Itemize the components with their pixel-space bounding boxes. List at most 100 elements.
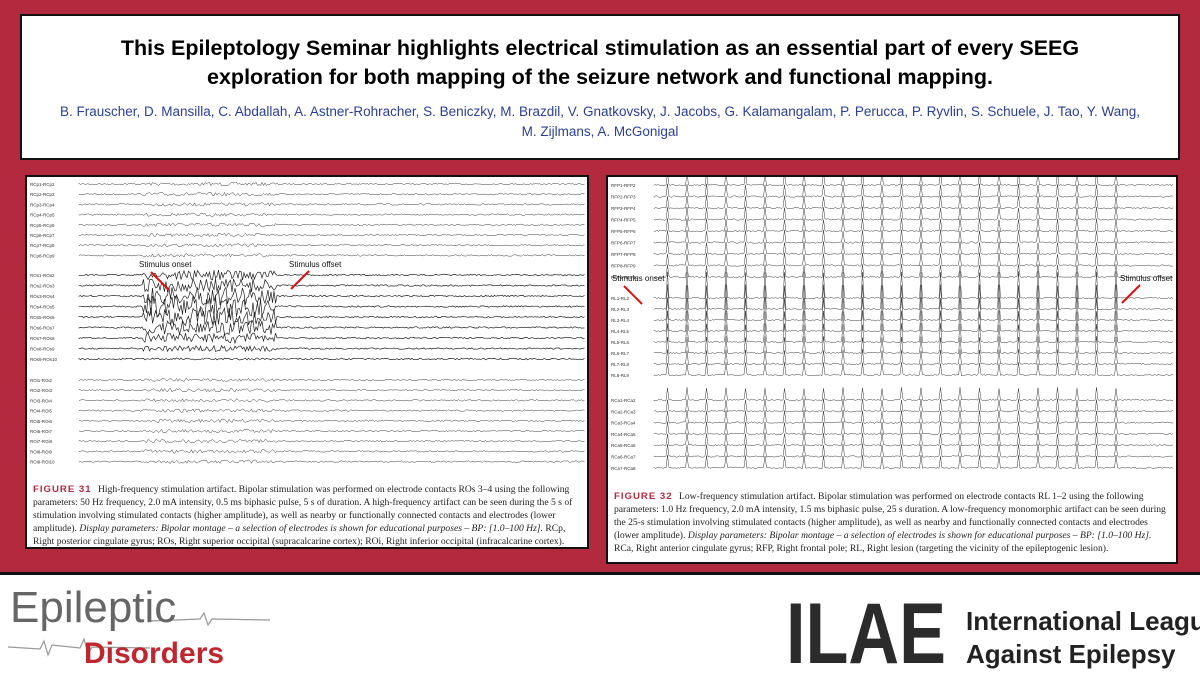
eeg-trace [78, 377, 585, 382]
eeg-trace [78, 253, 585, 258]
channel-label: RL1-RL2 [611, 296, 630, 301]
channel-label: RFP6-RFP7 [611, 241, 636, 246]
channel-label: RL3-RL4 [611, 318, 630, 323]
channel-label: RL6-RL7 [611, 351, 630, 356]
figure-panel: RCp1-RCp2 RCp2-RCp3 RCp3-RCp4 RCp4-RCp5 RCp5… [25, 175, 589, 549]
channel-label: ROs7-ROs8 [30, 336, 55, 341]
eeg-trace [78, 222, 585, 227]
eeg-trace-area: RFP1-RFP2 RFP2-RFP3 RFP3-RFP4 RFP4-RFP5 RFP5… [611, 177, 1174, 471]
journal-name: Epileptic [10, 583, 176, 632]
eeg-trace [653, 323, 1174, 344]
figure-label: FIGURE 32 [614, 491, 673, 502]
caption-tail: RCa, Right anterior cingulate gyrus; RFP… [614, 543, 1109, 554]
eeg-trace [653, 336, 1174, 355]
channel-label: ROs1-ROs2 [30, 273, 55, 278]
eeg-trace-area: RCp1-RCp2 RCp2-RCp3 RCp3-RCp4 RCp4-RCp5 RCp5… [30, 181, 585, 465]
channel-label: ROi4-ROi5 [30, 409, 53, 414]
channel-label: RL7-RL8 [611, 362, 630, 367]
eeg-trace [78, 277, 585, 293]
eeg-trace [653, 284, 1174, 311]
eeg-trace [78, 202, 585, 207]
caption: FIGURE 31 High-frequency stimulation art… [33, 483, 581, 548]
channel-label: ROs6-ROs7 [30, 326, 55, 331]
annotation: Stimulus onset [139, 260, 192, 269]
eeg-trace [78, 357, 585, 361]
channel-label: RL5-RL6 [611, 340, 630, 345]
eeg-trace [653, 206, 1174, 221]
eeg-trace [653, 349, 1174, 366]
eeg-trace [653, 229, 1173, 244]
eeg-trace [78, 232, 585, 238]
channel-label: RFP3-RFP4 [611, 206, 636, 211]
eeg-trace [78, 449, 585, 454]
annotation-arrow [150, 271, 170, 291]
eeg-trace [78, 388, 585, 393]
channel-label: ROs3-ROs4 [30, 294, 55, 299]
channel-label: RCa2-RCa3 [611, 409, 636, 414]
channel-label: RCa4-RCa5 [611, 432, 636, 437]
annotation: Stimulus offset [289, 260, 342, 269]
channel-label: ROs8-ROs9 [30, 347, 55, 352]
channel-label: RCa6-RCa7 [611, 455, 636, 460]
logo-wave [7, 637, 151, 657]
channel-label: RFP9-RFP10 [611, 275, 639, 280]
channel-label: ROs5-ROs6 [30, 315, 55, 320]
channel-label: ROs4-ROs5 [30, 305, 55, 310]
eeg-trace [653, 297, 1174, 322]
channel-label: RCp7-RCp8 [30, 243, 55, 248]
annotation: Stimulus onset [612, 274, 665, 283]
org-mark: ILAE [786, 586, 946, 675]
channel-label: RL8-RL9 [611, 373, 630, 378]
caption-italic: Display parameters: Bipolar montage – a … [687, 530, 1152, 541]
eeg-trace [78, 320, 585, 336]
eeg-trace [653, 409, 1173, 424]
eeg-trace [653, 264, 1174, 279]
eeg-trace [78, 212, 585, 217]
channel-label: RCp5-RCp6 [30, 223, 55, 228]
eeg-trace [653, 421, 1174, 435]
journal-name: Disorders [84, 637, 224, 670]
channel-label: RFP4-RFP5 [611, 218, 636, 223]
caption-tail: RCp, Right posterior cingulate gyrus; RO… [33, 523, 566, 547]
channel-label: RL2-RL3 [611, 307, 630, 312]
eeg-trace [78, 439, 585, 444]
footer: Epileptic Disorders ILAE International L… [0, 572, 1200, 675]
channel-label: ROi6-ROi7 [30, 429, 53, 434]
channel-label: RCa7-RCa8 [611, 466, 636, 471]
channel-label: ROi1-ROi2 [30, 378, 53, 383]
eeg-trace [653, 252, 1174, 267]
eeg-trace [78, 459, 585, 464]
eeg-trace [78, 295, 585, 318]
eeg-trace [653, 183, 1174, 198]
annotation-arrow [290, 270, 310, 290]
channel-label: RCa3-RCa4 [611, 421, 636, 426]
channel-label: RCp1-RCp2 [30, 182, 55, 187]
eeg-trace [78, 398, 585, 403]
channel-label: RCp2-RCp3 [30, 192, 55, 197]
channel-label: RFP8-RFP9 [611, 264, 636, 269]
eeg-trace [78, 269, 585, 281]
channel-label: ROi5-ROi6 [30, 419, 53, 424]
annotation: Stimulus offset [1120, 274, 1173, 283]
channel-label: ROi2-ROi3 [30, 388, 53, 393]
eeg-trace [653, 218, 1174, 233]
eeg-trace [653, 432, 1174, 447]
eeg-trace [78, 306, 585, 327]
channel-label: RFP7-RFP8 [611, 252, 636, 257]
authors: B. Frauscher, D. Mansilla, C. Abdallah, … [60, 104, 1140, 139]
eeg-trace [653, 362, 1174, 377]
channel-label: RFP2-RFP3 [611, 195, 636, 200]
annotation-arrow [623, 285, 643, 305]
channel-label: RL4-RL5 [611, 329, 630, 334]
caption-text: Low-frequency stimulation artifact. Bipo… [614, 491, 1166, 541]
eeg-trace [78, 418, 585, 424]
channel-label: RCp4-RCp5 [30, 213, 55, 218]
eeg-trace [653, 387, 1174, 402]
org-name: International League [966, 606, 1200, 636]
channel-label: ROi3-ROi4 [30, 398, 53, 403]
eeg-trace [78, 181, 585, 187]
eeg-trace [78, 408, 585, 413]
eeg-trace [653, 177, 1174, 187]
channel-label: RCp3-RCp4 [30, 202, 55, 207]
